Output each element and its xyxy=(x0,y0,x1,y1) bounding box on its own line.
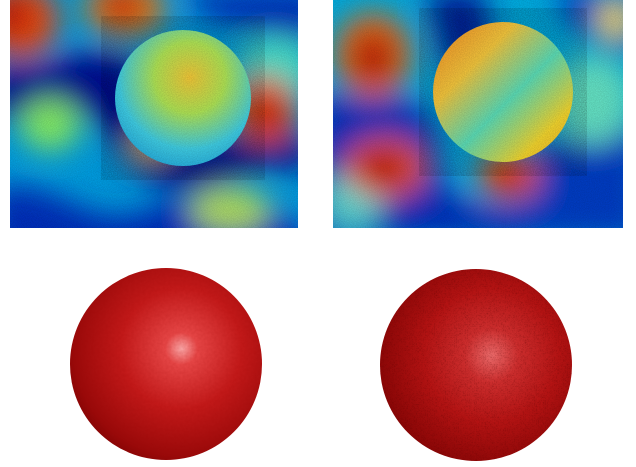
sphere-panel-bottom-right xyxy=(376,266,576,466)
sphere-panel-bottom-left xyxy=(66,266,266,466)
field-image-top-left xyxy=(10,0,298,228)
field-panel-top-right xyxy=(333,0,623,228)
field-panel-top-left xyxy=(10,0,298,228)
red-sphere-rough-image xyxy=(380,269,572,461)
field-image-top-right xyxy=(333,0,623,228)
red-sphere-smooth-image xyxy=(70,268,262,460)
